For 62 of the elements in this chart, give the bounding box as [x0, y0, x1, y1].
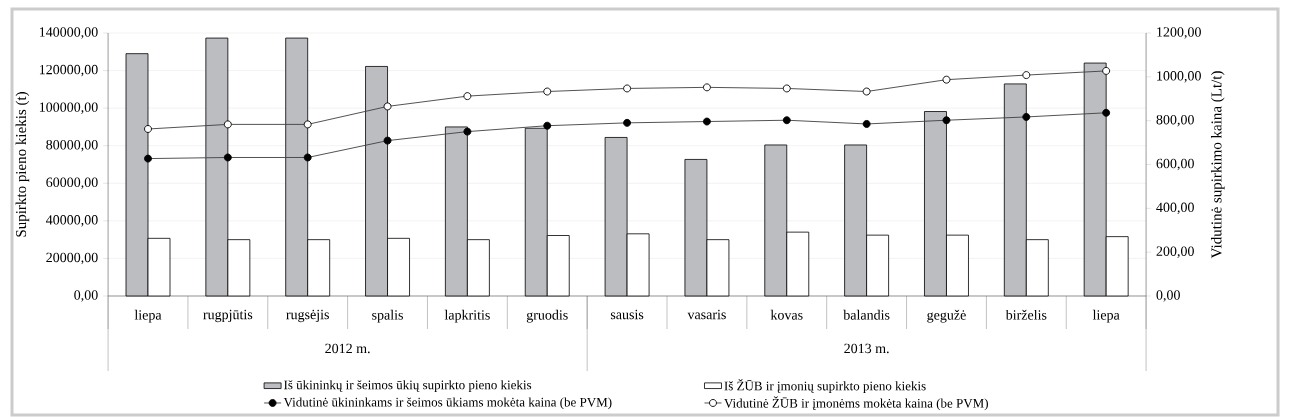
legend-label: Iš ŽŪB ir įmonių supirkto pieno kiekis — [724, 379, 926, 394]
point — [1022, 112, 1031, 121]
point — [1102, 66, 1111, 75]
x-tick-label: spalis — [372, 309, 403, 323]
point — [303, 120, 312, 129]
point — [463, 127, 472, 136]
x-tick-label: liepa — [1092, 309, 1120, 323]
y-tick-label: 20000,00 — [46, 252, 98, 265]
point — [862, 87, 871, 96]
y2-tick-label: 1200,00 — [1157, 27, 1201, 39]
point — [223, 153, 232, 162]
y2-axis-title: Vidutinė supirkimo kaina (Lt/t) — [1210, 71, 1225, 259]
y-tick-label: 120000,00 — [39, 64, 98, 77]
point — [942, 75, 951, 84]
y2-tick-label: 200,00 — [1156, 246, 1194, 258]
point — [623, 84, 632, 93]
x-tick-label: balandis — [843, 309, 890, 320]
y-axis-title: Supirkto pieno kiekis (t) — [15, 92, 30, 237]
point — [623, 118, 632, 127]
x-tick-label: gegužė — [927, 309, 966, 323]
point — [543, 87, 552, 96]
point — [383, 136, 392, 145]
y-tick-label: 80000,00 — [46, 139, 98, 152]
text: 2012 m. — [325, 343, 370, 354]
x-tick-label: rugpjūtis — [203, 309, 253, 323]
y2-tick-label: 1000,00 — [1157, 71, 1201, 83]
point — [1022, 71, 1031, 80]
y2-tick-label: 800,00 — [1156, 114, 1194, 127]
point — [1102, 108, 1111, 117]
x-tick-label: vasaris — [687, 309, 726, 320]
point — [702, 83, 711, 92]
legend-label: Iš ūkininkų ir šeimos ūkių supirkto pieno kiekis — [284, 380, 532, 392]
x-tick-label: gruodis — [526, 309, 568, 323]
point — [782, 116, 791, 125]
y2-tick-label: 400,00 — [1156, 202, 1194, 215]
point — [223, 120, 232, 129]
y-tick-label: 0,00 — [74, 290, 98, 302]
point — [862, 120, 871, 128]
point — [702, 117, 711, 126]
y-tick-label: 100000,00 — [39, 102, 98, 114]
text: 2013 m. — [844, 343, 889, 354]
legend-label: Vidutinė ūkininkams ir šeimos ūkiams mokėta kaina (be PVM) — [283, 397, 612, 410]
point — [144, 125, 152, 133]
x-tick-label: liepa — [134, 309, 162, 323]
point — [942, 116, 951, 125]
legend-label: Vidutinė ŽŪB ir įmonėms mokėta kaina (be PVM) — [724, 396, 988, 411]
x-tick-label: birželis — [1005, 309, 1047, 320]
point — [144, 154, 152, 163]
y2-tick-label: 0,00 — [1156, 290, 1180, 302]
x-tick-label: lapkritis — [444, 309, 490, 323]
point — [303, 153, 312, 162]
x-tick-label: sausis — [610, 309, 644, 320]
point — [383, 102, 392, 111]
point — [463, 92, 472, 101]
y-tick-label: 40000,00 — [45, 215, 98, 227]
x-tick-label: kovas — [770, 309, 803, 320]
y-tick-label: 140000,00 — [39, 27, 98, 39]
x-tick-label: rugsėjis — [286, 309, 329, 323]
y-tick-label: 60000,00 — [46, 177, 98, 190]
y2-tick-label: 600,00 — [1156, 158, 1194, 171]
point — [543, 121, 552, 130]
point — [782, 84, 791, 93]
